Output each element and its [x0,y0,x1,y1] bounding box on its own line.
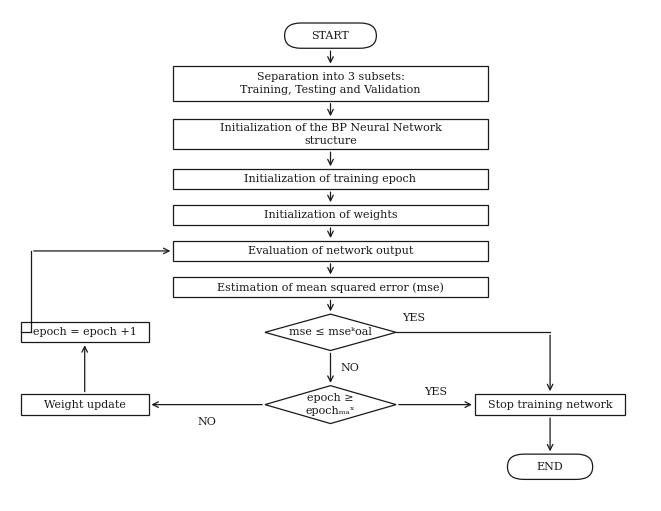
Polygon shape [265,314,396,351]
Text: epoch = epoch +1: epoch = epoch +1 [33,328,137,337]
FancyBboxPatch shape [285,23,376,48]
FancyBboxPatch shape [20,394,149,415]
Text: YES: YES [403,313,426,323]
Text: YES: YES [424,387,447,397]
Text: END: END [537,462,563,472]
FancyBboxPatch shape [173,66,488,101]
Text: Separation into 3 subsets:
Training, Testing and Validation: Separation into 3 subsets: Training, Tes… [240,72,421,95]
Text: NO: NO [198,417,216,427]
FancyBboxPatch shape [508,454,593,479]
Text: Initialization of weights: Initialization of weights [264,210,397,220]
Text: epoch ≥
epochₘₐˣ: epoch ≥ epochₘₐˣ [305,393,356,416]
FancyBboxPatch shape [173,241,488,261]
Text: Stop training network: Stop training network [488,400,612,410]
Text: Initialization of the BP Neural Network
structure: Initialization of the BP Neural Network … [219,123,442,146]
Text: Weight update: Weight update [44,400,126,410]
Text: Evaluation of network output: Evaluation of network output [248,246,413,256]
Text: NO: NO [340,363,359,373]
FancyBboxPatch shape [173,119,488,149]
FancyBboxPatch shape [173,277,488,297]
Text: START: START [311,31,350,41]
FancyBboxPatch shape [173,205,488,225]
Text: Estimation of mean squared error (mse): Estimation of mean squared error (mse) [217,282,444,293]
Text: Initialization of training epoch: Initialization of training epoch [245,174,416,184]
FancyBboxPatch shape [173,169,488,189]
FancyBboxPatch shape [475,394,625,415]
Text: mse ≤ mseᵏoal: mse ≤ mseᵏoal [289,328,372,337]
FancyBboxPatch shape [20,322,149,342]
Polygon shape [265,386,396,424]
